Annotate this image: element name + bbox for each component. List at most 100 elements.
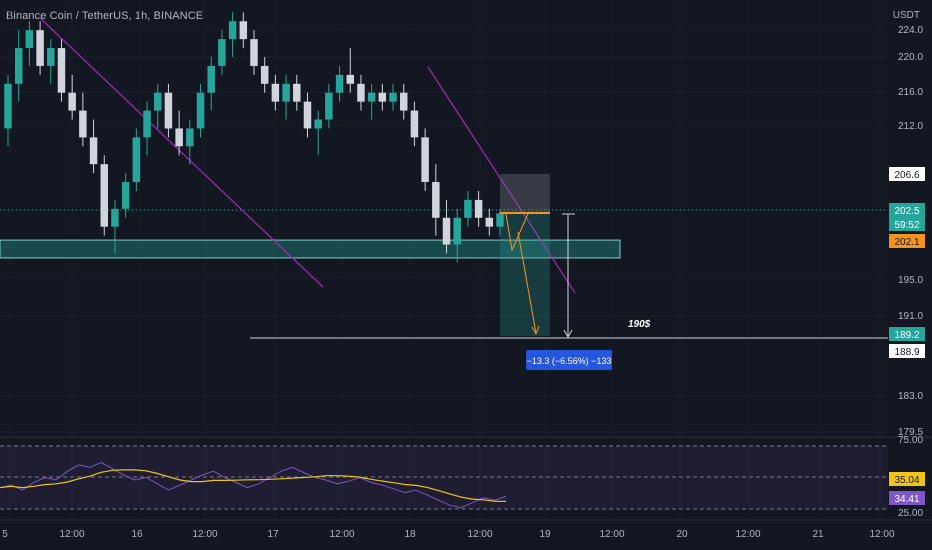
time-tick-label: 12:00 xyxy=(735,529,760,540)
candle-body xyxy=(314,119,322,129)
candle-body xyxy=(68,92,76,111)
price-tick-label: 191.0 xyxy=(898,311,923,322)
candle-body xyxy=(421,137,429,183)
candle-body xyxy=(271,83,280,102)
last-price-tag: 202.5 xyxy=(894,206,919,217)
candle-body xyxy=(164,92,173,129)
entry-price-tag: 202.1 xyxy=(894,237,919,248)
symbol-title: Binance Coin / TetherUS, 1h, BINANCE xyxy=(6,10,204,22)
price-tick-label: 216.0 xyxy=(898,87,923,98)
candle-body xyxy=(485,217,494,227)
trendline-1 xyxy=(39,17,324,288)
candle-body xyxy=(121,182,130,209)
candle-body xyxy=(282,83,290,102)
candle-body xyxy=(100,164,109,227)
countdown-tag-bg xyxy=(889,217,925,231)
price-tick-label: 179.5 xyxy=(898,427,923,438)
rsi-ma-tag: 34.41 xyxy=(894,494,919,505)
candle-body xyxy=(453,217,461,245)
time-tick-label: 12:00 xyxy=(59,529,84,540)
candle-body xyxy=(186,128,194,147)
candle-body xyxy=(111,208,119,227)
time-tick-label: 18 xyxy=(404,529,416,540)
candle-body xyxy=(36,30,44,66)
candle-body xyxy=(4,83,12,129)
projection-arrowhead xyxy=(531,325,540,336)
rsi-ma-line xyxy=(0,469,507,502)
price-unit: USDT xyxy=(892,10,920,21)
candle-body xyxy=(367,92,376,102)
rsi-line xyxy=(0,461,507,509)
target-price-tag-bg xyxy=(889,327,925,341)
support-zone xyxy=(0,239,621,259)
candle-body xyxy=(25,30,34,49)
time-tick-label: 16 xyxy=(131,529,143,540)
measure-box xyxy=(526,350,612,370)
candle-body xyxy=(293,83,301,102)
candle-body xyxy=(389,92,397,102)
rsi-level-label: 25.00 xyxy=(898,508,923,519)
rsi-current-tag-bg xyxy=(889,472,925,486)
candle-body xyxy=(175,128,183,147)
candle-body xyxy=(378,92,387,102)
candle-body xyxy=(432,182,440,218)
candle-body xyxy=(196,92,205,129)
candle-body xyxy=(57,48,66,93)
candle-body xyxy=(132,137,141,183)
candle-body xyxy=(442,217,451,245)
candle-body xyxy=(346,74,355,84)
price-tick-label: 220.0 xyxy=(898,52,923,63)
candle-body xyxy=(335,74,344,93)
candle-body xyxy=(496,213,504,227)
stop-zone xyxy=(500,174,550,214)
time-tick-label: 19 xyxy=(539,529,551,540)
time-tick-label: 12:00 xyxy=(599,529,624,540)
candle-body xyxy=(250,39,258,66)
candle-body xyxy=(410,110,419,138)
time-tick-label: 12:00 xyxy=(869,529,894,540)
candle-body xyxy=(89,137,98,165)
measure-arrowhead xyxy=(563,329,573,339)
time-tick-label: 12:00 xyxy=(192,529,217,540)
time-tick-label: 17 xyxy=(267,529,279,540)
candle-body xyxy=(47,48,55,66)
time-tick-label: 21 xyxy=(812,529,824,540)
time-tick-label: 12:00 xyxy=(329,529,354,540)
rsi-current-tag: 35.04 xyxy=(894,475,919,486)
time-tick-label: 20 xyxy=(676,529,688,540)
projection-path xyxy=(505,213,529,252)
rsi-ma-tag-bg xyxy=(889,491,925,505)
countdown-tag: 59:52 xyxy=(894,220,919,231)
entry-price-tag-bg xyxy=(889,234,925,248)
level-bottom-tag-bg xyxy=(889,344,925,358)
candle-body xyxy=(207,65,215,93)
projection-arrow xyxy=(517,231,537,334)
candle-body xyxy=(357,83,365,102)
candle-body xyxy=(303,101,312,129)
candle-body xyxy=(79,110,87,138)
trendline-2 xyxy=(427,66,576,294)
candle-body xyxy=(153,92,162,111)
target-annotation: 190$ xyxy=(628,319,651,330)
candle-body xyxy=(325,92,333,120)
target-price-tag: 189.2 xyxy=(894,330,919,341)
profit-zone xyxy=(500,214,550,336)
level-top-tag: 206.6 xyxy=(894,170,919,181)
price-tick-label: 224.0 xyxy=(898,25,923,36)
candle-body xyxy=(143,110,151,138)
price-tick-label: 183.0 xyxy=(898,391,923,402)
price-tick-label: 212.0 xyxy=(898,121,923,132)
candle-body xyxy=(228,21,237,40)
level-top-tag-bg xyxy=(889,167,925,181)
measure-label: −13.3 (−6.56%) −133 xyxy=(527,356,612,366)
candle-body xyxy=(14,48,23,84)
candle-body xyxy=(218,39,226,66)
candle-body xyxy=(464,199,472,218)
candle-body xyxy=(399,92,408,111)
level-bottom-tag: 188.9 xyxy=(894,347,919,358)
price-tick-label: 195.0 xyxy=(898,275,923,286)
time-tick-label: 12:00 xyxy=(467,529,492,540)
candle-body xyxy=(474,199,483,218)
rsi-level-label: 75.00 xyxy=(898,435,923,446)
